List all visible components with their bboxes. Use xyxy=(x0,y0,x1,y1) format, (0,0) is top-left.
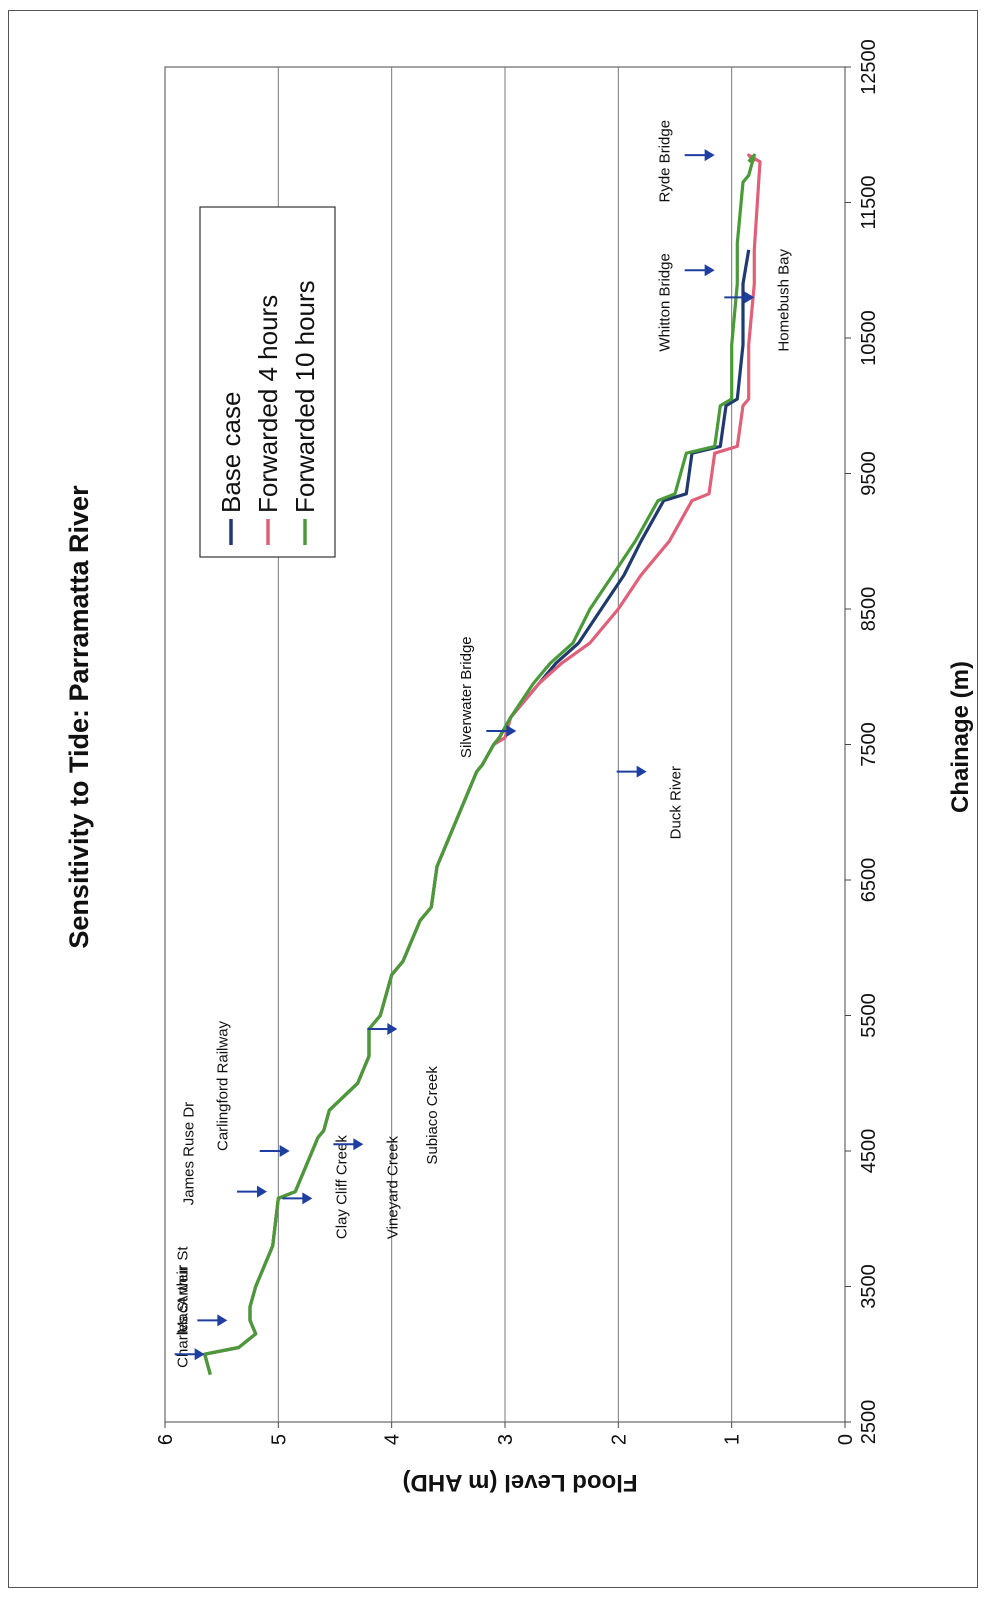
series-line-3 xyxy=(203,153,756,1376)
x-tick-label: 5500 xyxy=(858,993,880,1038)
y-axis-title: Flood Level (m AHD) xyxy=(402,1469,637,1496)
x-axis-ticks: 2500 3500 4500 5500 6500 7500 8500 9500 10500 115… xyxy=(845,39,880,1444)
y-tick-label: 1 xyxy=(722,1434,744,1445)
y-tick-label: 2 xyxy=(608,1434,630,1445)
annotation-label: MacArthur St xyxy=(175,1246,192,1334)
annotation-arrow-head xyxy=(194,1348,205,1361)
annotation-arrow-head xyxy=(302,1192,313,1205)
x-tick-label: 3500 xyxy=(858,1264,880,1309)
gridlines xyxy=(277,67,733,1422)
annotation-label: Vineyard Creek xyxy=(384,1135,401,1239)
legend: Base case Forwarded 4 hours Forwarded 10 h… xyxy=(199,206,336,558)
annotation-label: Charles St weir xyxy=(175,1266,192,1368)
y-tick-label: 5 xyxy=(268,1434,290,1445)
figure-frame xyxy=(8,10,978,1588)
x-axis-title: Chainage (m) xyxy=(947,661,974,813)
annotation-label: Silverwater Bridge xyxy=(458,636,475,758)
plot-area: 0 1 2 3 4 5 6 2500 3500 4500 5500 6500 7500 8500 9500… xyxy=(155,39,880,1445)
x-tick-label: 7500 xyxy=(858,722,880,767)
y-tick-label: 4 xyxy=(382,1434,404,1445)
annotation-label: Clay Cliff Creek xyxy=(333,1135,350,1239)
annotation-label: Homebush Bay xyxy=(775,248,792,351)
annotation-arrow-head xyxy=(704,264,715,277)
y-tick-label: 6 xyxy=(155,1434,177,1445)
x-tick-label: 4500 xyxy=(858,1129,880,1174)
annotation-arrow-head xyxy=(353,1138,364,1151)
annotation-label: Subiaco Creek xyxy=(424,1066,441,1165)
annotation-arrow-head xyxy=(704,149,715,162)
legend-entry: Base case xyxy=(216,392,246,513)
x-tick-label: 10500 xyxy=(858,310,880,366)
annotation-arrow-head xyxy=(744,291,755,304)
x-tick-label: 12500 xyxy=(858,39,880,95)
legend-entry: Forwarded 10 hours xyxy=(290,280,320,513)
annotation-arrow-head xyxy=(217,1314,228,1327)
legend-entry: Forwarded 4 hours xyxy=(253,295,283,513)
annotation-arrow-head xyxy=(506,724,517,737)
y-tick-label: 3 xyxy=(495,1434,517,1445)
annotation-label: James Ruse Dr xyxy=(180,1102,197,1205)
annotation-label: Carlingford Railway xyxy=(214,1020,231,1151)
annotation-label: Whitton Bridge xyxy=(656,253,673,351)
x-tick-label: 8500 xyxy=(858,587,880,632)
annotation-arrow-head xyxy=(279,1145,290,1157)
annotation-label: Duck River xyxy=(668,766,685,839)
chart-title: Sensitivity to Tide: Parramatta River xyxy=(64,485,94,949)
annotation-label: Ryde Bridge xyxy=(656,120,673,203)
series-layer xyxy=(203,153,762,1376)
x-tick-label: 6500 xyxy=(858,858,880,903)
x-tick-label: 9500 xyxy=(858,451,880,496)
legend-box xyxy=(199,206,336,558)
x-tick-label: 2500 xyxy=(858,1400,880,1445)
annotation-arrow-head xyxy=(387,1023,398,1036)
y-tick-label: 0 xyxy=(835,1434,857,1445)
y-axis-ticks: 0 1 2 3 4 5 6 xyxy=(155,1422,857,1445)
annotation-arrow-head xyxy=(257,1185,267,1198)
x-tick-label: 11500 xyxy=(858,175,880,229)
annotation-arrow-head xyxy=(636,765,647,778)
